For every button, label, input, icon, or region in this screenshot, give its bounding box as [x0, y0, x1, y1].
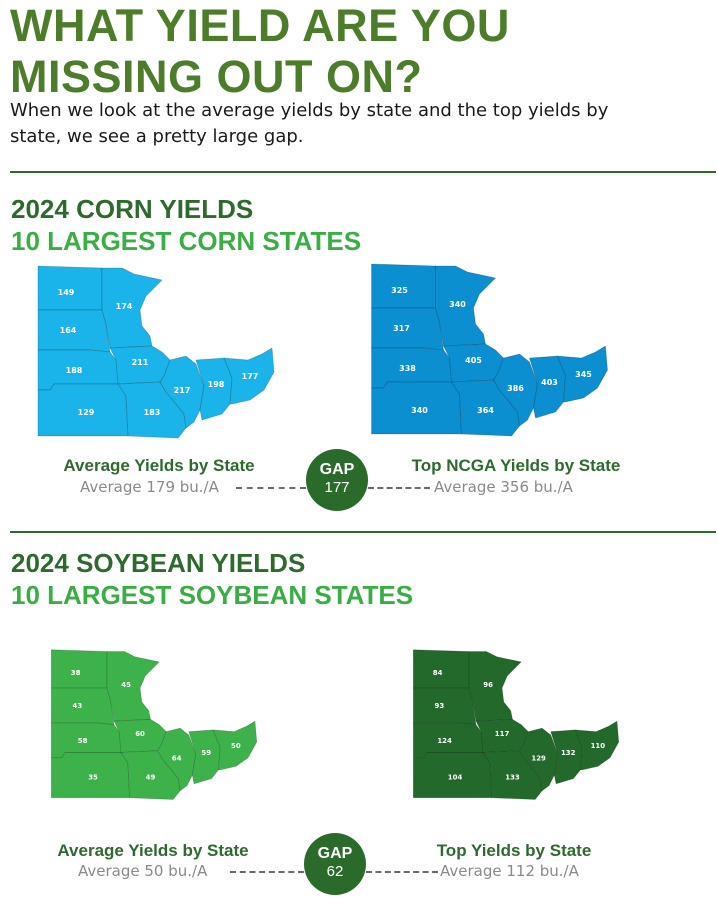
title-line-1: WHAT YIELD ARE YOU — [10, 0, 510, 51]
corn-average-text: Average 179 bu./A — [80, 478, 219, 496]
soy-right-value-minnesota: 96 — [483, 681, 493, 689]
corn-right-value-minnesota: 340 — [449, 300, 466, 309]
corn-average-map: 149 164 188 129 174 211 183 217 198 177 — [37, 265, 275, 439]
corn-gap-badge: GAP 177 — [306, 449, 368, 511]
soy-right-state-south-dakota — [412, 687, 477, 725]
soy-right-state-minnesota — [468, 651, 522, 722]
middle-divider — [10, 531, 716, 533]
soy-right-value-north-dakota: 84 — [433, 669, 443, 677]
soy-gap-connector-right — [366, 871, 438, 873]
corn-left-value-minnesota: 174 — [116, 302, 133, 311]
soy-right-state-illinois — [519, 727, 559, 792]
soy-average-caption: Average Yields by State — [57, 841, 249, 860]
soy-right-value-south-dakota: 93 — [435, 702, 445, 710]
corn-gap-value: 177 — [324, 479, 350, 496]
corn-left-state-minnesota — [101, 267, 163, 349]
soy-left-value-south-dakota: 43 — [73, 702, 83, 710]
corn-right-state-illinois — [493, 353, 538, 427]
soy-left-value-illinois: 64 — [172, 754, 182, 762]
corn-left-state-illinois — [159, 355, 205, 429]
corn-right-value-iowa: 405 — [465, 356, 482, 365]
soy-left-value-north-dakota: 38 — [71, 669, 81, 677]
intro-text: When we look at the average yields by st… — [10, 100, 609, 147]
soy-right-value-nebraska: 124 — [437, 737, 452, 745]
corn-right-state-minnesota — [435, 265, 496, 347]
soy-section-subtitle: 10 LARGEST SOYBEAN STATES — [11, 580, 414, 610]
soy-right-value-ohio: 110 — [591, 742, 606, 750]
soy-left-state-south-dakota — [50, 687, 115, 725]
corn-left-value-iowa: 211 — [132, 358, 149, 367]
corn-left-value-north-dakota: 149 — [58, 288, 75, 297]
corn-left-value-south-dakota: 164 — [60, 326, 77, 335]
corn-right-value-nebraska: 338 — [399, 364, 416, 373]
corn-left-value-kansas: 129 — [78, 408, 95, 417]
soy-top-average-text: Average 112 bu./A — [440, 862, 579, 880]
corn-top-map: 325 317 338 340 340 405 364 386 403 345 — [371, 263, 608, 437]
corn-gap-label: GAP — [319, 461, 355, 478]
corn-left-value-ohio: 177 — [242, 372, 259, 381]
corn-right-value-kansas: 340 — [411, 406, 428, 415]
corn-right-value-south-dakota: 317 — [393, 324, 410, 333]
soy-gap-value: 62 — [326, 863, 344, 880]
corn-gap-connector-left — [236, 487, 306, 489]
soy-right-value-kansas: 104 — [448, 773, 463, 781]
soy-left-value-minnesota: 45 — [121, 681, 131, 689]
corn-right-value-north-dakota: 325 — [391, 286, 408, 295]
soy-left-value-iowa: 60 — [135, 730, 145, 738]
corn-section-title: 2024 CORN YIELDS — [11, 194, 254, 224]
corn-left-value-indiana: 198 — [208, 380, 225, 389]
soy-left-state-illinois — [157, 727, 197, 792]
corn-gap-connector-right — [368, 487, 430, 489]
corn-right-value-missouri: 364 — [477, 406, 494, 415]
soy-right-value-iowa: 117 — [495, 730, 510, 738]
soy-right-value-missouri: 133 — [505, 773, 520, 781]
soy-average-map: 38 43 58 35 45 60 49 64 59 50 — [50, 649, 258, 800]
soy-top-caption: Top Yields by State — [436, 841, 592, 860]
main-title: WHAT YIELD ARE YOU MISSING OUT ON? — [10, 0, 710, 102]
soy-gap-label: GAP — [317, 845, 353, 862]
soy-gap-badge: GAP 62 — [304, 833, 366, 895]
soy-right-state-ohio — [574, 720, 620, 771]
soy-left-value-ohio: 50 — [231, 742, 241, 750]
corn-right-value-ohio: 345 — [575, 370, 592, 379]
corn-left-state-ohio — [223, 347, 275, 405]
top-divider — [10, 171, 716, 173]
title-line-2: MISSING OUT ON? — [10, 51, 423, 102]
corn-left-value-nebraska: 188 — [66, 366, 83, 375]
soy-left-state-ohio — [212, 720, 258, 771]
soy-section-title: 2024 SOYBEAN YIELDS — [11, 548, 306, 578]
corn-left-value-missouri: 183 — [144, 408, 161, 417]
soy-right-value-indiana: 132 — [561, 749, 576, 757]
corn-right-value-indiana: 403 — [541, 378, 558, 387]
soy-left-state-minnesota — [106, 651, 160, 722]
corn-top-caption: Top NCGA Yields by State — [411, 456, 621, 475]
soy-average-text: Average 50 bu./A — [78, 862, 208, 880]
soy-left-value-indiana: 59 — [201, 749, 211, 757]
soy-top-map: 84 93 124 104 96 117 133 129 132 110 — [412, 649, 620, 800]
corn-right-state-ohio — [557, 345, 608, 403]
soy-left-value-missouri: 49 — [146, 773, 156, 781]
corn-right-value-illinois: 386 — [507, 384, 524, 393]
corn-left-value-illinois: 217 — [174, 386, 191, 395]
corn-top-average-text: Average 356 bu./A — [434, 478, 573, 496]
corn-average-caption: Average Yields by State — [63, 456, 255, 475]
soy-right-value-illinois: 129 — [531, 754, 546, 762]
corn-section-subtitle: 10 LARGEST CORN STATES — [11, 226, 362, 256]
soy-gap-connector-left — [230, 871, 304, 873]
soy-left-value-kansas: 35 — [88, 773, 98, 781]
soy-left-value-nebraska: 58 — [78, 737, 88, 745]
